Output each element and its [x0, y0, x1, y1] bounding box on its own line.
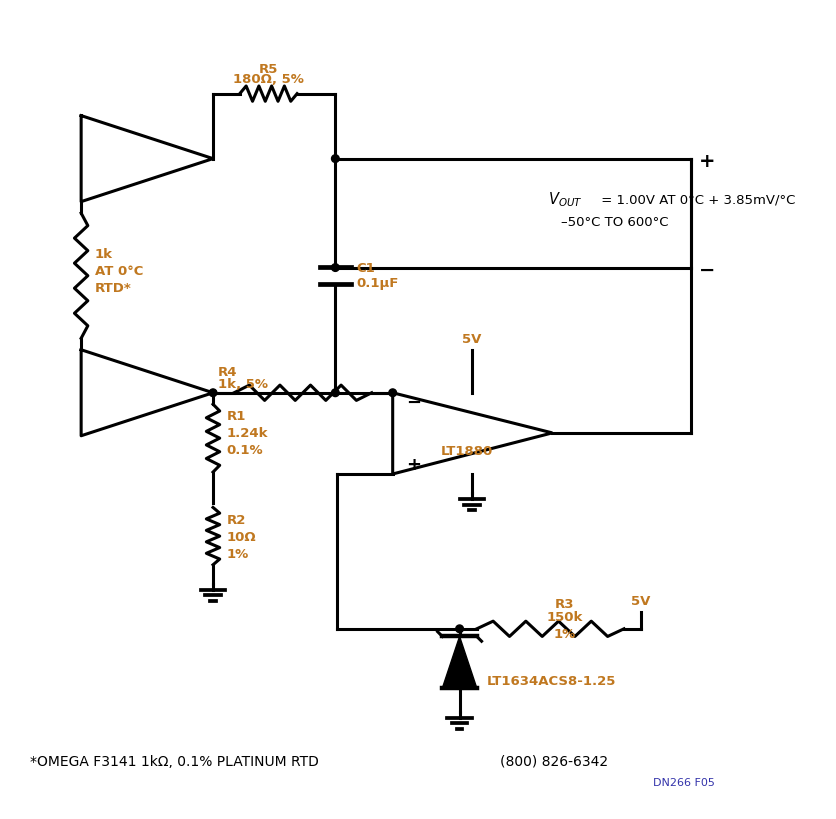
- Circle shape: [456, 625, 463, 633]
- Text: 5V: 5V: [462, 333, 482, 346]
- Text: R1
1.24k
0.1%: R1 1.24k 0.1%: [227, 410, 268, 457]
- Text: R4: R4: [218, 366, 237, 378]
- Text: C1: C1: [356, 262, 375, 274]
- Polygon shape: [442, 636, 477, 688]
- Text: 150k: 150k: [547, 610, 583, 623]
- Text: DN266 F05: DN266 F05: [653, 776, 715, 787]
- Text: = 1.00V AT 0°C + 3.85mV/°C: = 1.00V AT 0°C + 3.85mV/°C: [597, 193, 796, 206]
- Text: R5: R5: [259, 62, 278, 75]
- Text: 0.1μF: 0.1μF: [356, 277, 399, 290]
- Circle shape: [332, 390, 339, 397]
- Text: LT1634ACS8-1.25: LT1634ACS8-1.25: [487, 674, 616, 687]
- Text: 5V: 5V: [631, 594, 651, 607]
- Circle shape: [389, 390, 396, 397]
- Text: 180Ω, 5%: 180Ω, 5%: [233, 73, 304, 86]
- Text: −: −: [406, 394, 421, 412]
- Text: R2
10Ω
1%: R2 10Ω 1%: [227, 513, 256, 560]
- Text: −: −: [699, 260, 715, 279]
- Text: 1k
AT 0°C
RTD*: 1k AT 0°C RTD*: [94, 247, 143, 295]
- Text: +: +: [406, 456, 421, 474]
- Text: LT1880: LT1880: [441, 445, 493, 458]
- Text: 1%: 1%: [553, 627, 576, 640]
- Text: (800) 826-6342: (800) 826-6342: [500, 753, 608, 767]
- Text: 1k, 5%: 1k, 5%: [218, 378, 268, 390]
- Text: $V_{OUT}$: $V_{OUT}$: [548, 190, 582, 209]
- Circle shape: [209, 390, 217, 397]
- Circle shape: [332, 265, 339, 272]
- Text: +: +: [699, 152, 715, 171]
- Text: R3: R3: [555, 598, 574, 611]
- Circle shape: [332, 156, 339, 163]
- Text: *OMEGA F3141 1kΩ, 0.1% PLATINUM RTD: *OMEGA F3141 1kΩ, 0.1% PLATINUM RTD: [29, 753, 319, 767]
- Text: –50°C TO 600°C: –50°C TO 600°C: [561, 216, 669, 229]
